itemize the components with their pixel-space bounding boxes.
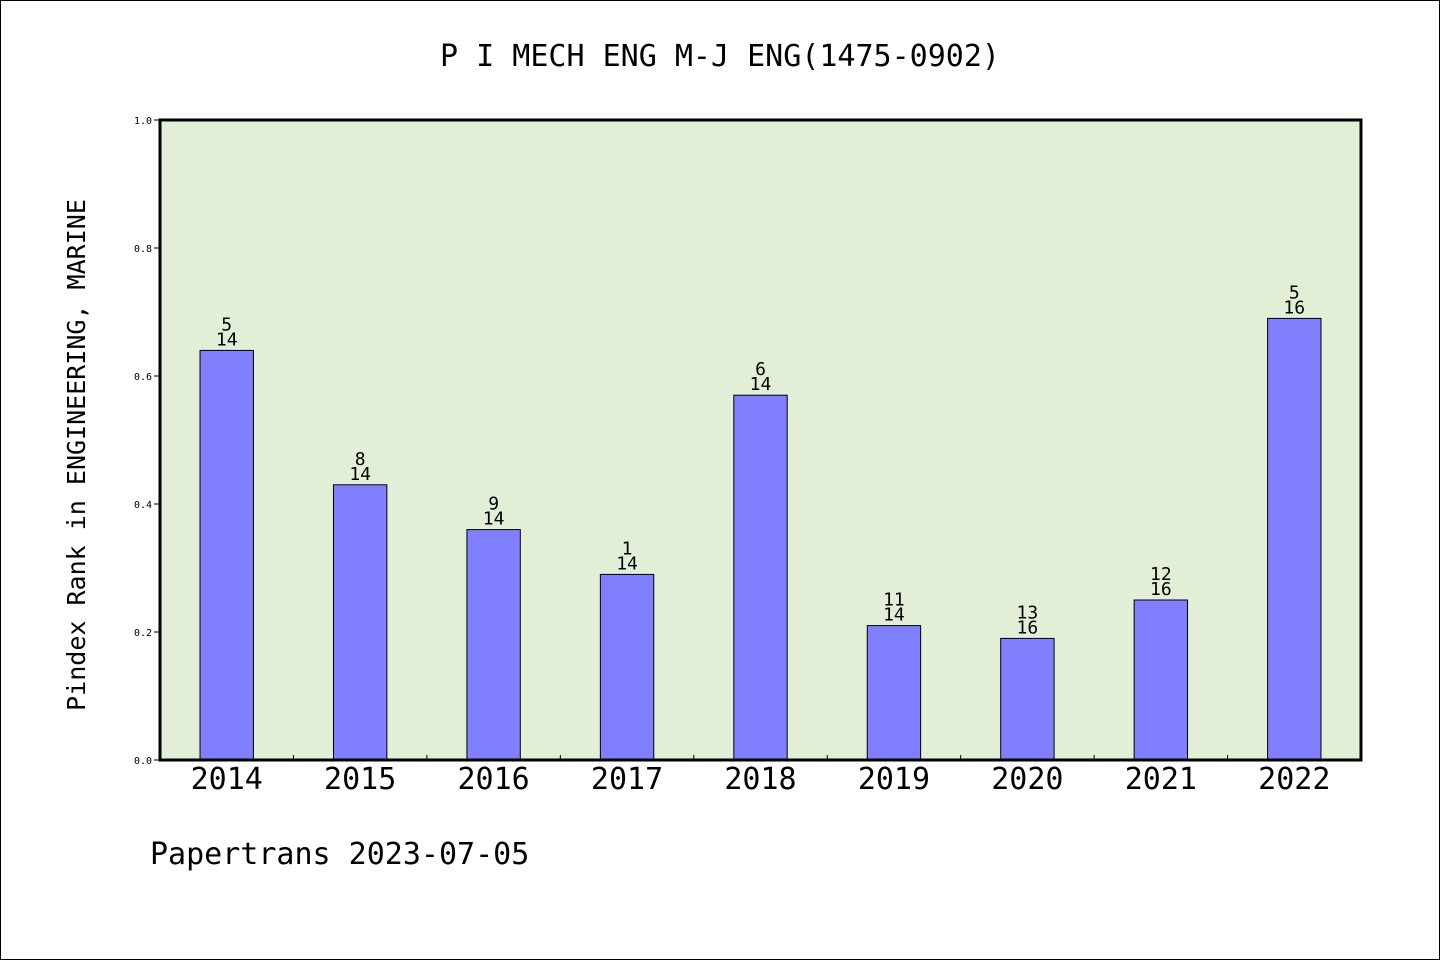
- bar-rank-label: 1: [622, 538, 633, 559]
- x-tick-label: 2022: [1258, 762, 1330, 797]
- bar-total-label: 14: [216, 329, 238, 350]
- bar-total-label: 14: [883, 605, 905, 626]
- bar-rank-label: 5: [221, 314, 232, 335]
- bar-rank-label: 5: [1289, 282, 1300, 303]
- bar-2016: [466, 529, 521, 761]
- bar-total-label: 16: [1017, 617, 1039, 638]
- bar-rank-label: 8: [355, 449, 366, 470]
- bar-rank-label: 13: [1017, 602, 1039, 623]
- bar-rank-label: 9: [488, 494, 499, 515]
- y-tick-label: 0.2: [134, 628, 152, 639]
- bar-2021: [1133, 599, 1189, 761]
- bar-total-label: 14: [616, 553, 638, 574]
- y-tick-label: 0.4: [134, 500, 152, 511]
- x-axis: 2014 2015 2016 2017 2018 2019 2020 2021 2022: [191, 755, 1330, 797]
- bar-2019: [866, 625, 922, 761]
- y-tick-label: 0.0: [134, 756, 152, 767]
- y-axis: 0.0 0.2 0.4 0.6 0.8 1.0: [134, 116, 160, 767]
- bar-2022: [1267, 317, 1322, 761]
- y-tick-label: 1.0: [134, 116, 152, 127]
- x-tick-label: 2016: [457, 762, 529, 797]
- plot-border: [158, 118, 1363, 762]
- bar-total-label: 14: [483, 509, 505, 530]
- x-tick-label: 2014: [191, 762, 263, 797]
- bar-rank-label: 12: [1150, 564, 1172, 585]
- x-tick-label: 2017: [591, 762, 663, 797]
- x-tick-label: 2020: [991, 762, 1063, 797]
- bar-rank-label: 6: [755, 359, 766, 380]
- x-tick-label: 2015: [324, 762, 396, 797]
- bar-2017: [599, 573, 655, 761]
- bar-2018: [733, 394, 788, 761]
- bar-2014: [199, 349, 254, 761]
- bar-total-label: 14: [750, 374, 772, 395]
- bar-rank-label: 11: [883, 590, 905, 611]
- y-tick-label: 0.8: [134, 244, 152, 255]
- bar-total-label: 16: [1283, 297, 1305, 318]
- x-tick-label: 2018: [724, 762, 796, 797]
- x-tick-label: 2019: [858, 762, 930, 797]
- bar-total-label: 16: [1150, 579, 1172, 600]
- bar-total-label: 14: [349, 464, 371, 485]
- chart-title: P I MECH ENG M-J ENG(1475-0902): [440, 39, 1000, 74]
- bar-2020: [1000, 637, 1055, 761]
- bar-2015: [332, 484, 388, 761]
- y-tick-label: 0.6: [134, 372, 152, 383]
- x-tick-label: 2021: [1125, 762, 1197, 797]
- y-axis-label: Pindex Rank in ENGINEERING, MARINE: [62, 199, 91, 711]
- footer-credit: Papertrans 2023-07-05: [150, 837, 529, 872]
- bars: [199, 317, 1322, 761]
